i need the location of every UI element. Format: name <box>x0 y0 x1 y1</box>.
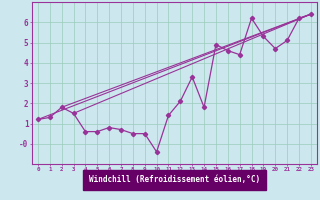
X-axis label: Windchill (Refroidissement éolien,°C): Windchill (Refroidissement éolien,°C) <box>89 175 260 184</box>
